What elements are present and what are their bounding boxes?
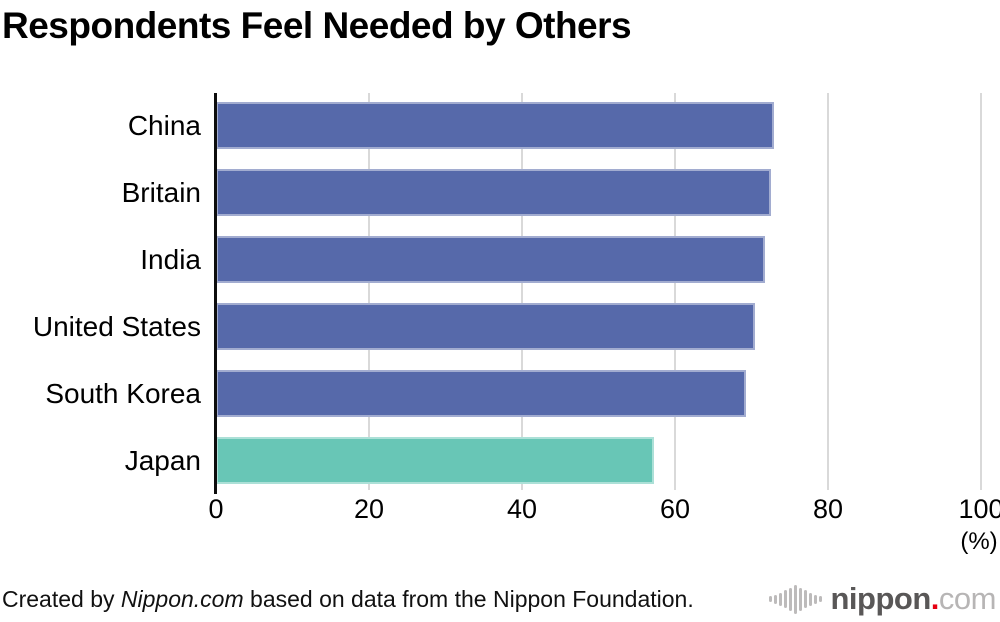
bar-japan <box>216 437 654 484</box>
x-tick-label-0: 0 <box>208 494 224 524</box>
category-label-japan: Japan <box>124 445 201 476</box>
chart-title: Respondents Feel Needed by Others <box>2 5 632 46</box>
bar-britain <box>216 169 772 216</box>
category-label-britain: Britain <box>121 177 201 208</box>
gridline-80 <box>827 93 829 490</box>
nippon-logo-text: nippon.com <box>831 581 997 617</box>
credit-text: Created by Nippon.com based on data from… <box>2 586 694 613</box>
credit-source: Nippon.com <box>120 585 244 612</box>
bars-group <box>216 93 981 490</box>
x-tick-label-20: 20 <box>353 494 385 524</box>
credit-suffix: based on data from the Nippon Foundation… <box>243 585 694 612</box>
category-axis: China Britain India United States South Kore… <box>0 93 201 490</box>
nippon-logo: nippon.com <box>768 581 997 617</box>
bar-united-states <box>216 303 756 350</box>
category-label-china: China <box>127 110 201 141</box>
bar-china <box>216 102 775 149</box>
category-label-india: India <box>140 244 201 275</box>
gridline-100 <box>980 93 982 490</box>
category-label-south-korea: South Korea <box>45 378 201 409</box>
logo-dot: . <box>930 581 940 616</box>
x-tick-label-40: 40 <box>506 494 538 524</box>
bar-india <box>216 236 766 283</box>
x-tick-label-80: 80 <box>812 494 844 524</box>
soundwave-icon <box>768 583 822 615</box>
gridline-20 <box>368 93 370 490</box>
logo-name: nippon <box>830 581 932 616</box>
percent-unit-label: (%) <box>960 528 998 555</box>
x-tick-label-100: 100 <box>958 494 1000 524</box>
bar-south-korea <box>216 370 747 417</box>
x-tick-label-60: 60 <box>659 494 691 524</box>
logo-tld: com <box>938 581 997 616</box>
category-label-united-states: United States <box>32 311 201 342</box>
gridline-40 <box>521 93 523 490</box>
plot-area <box>216 93 982 490</box>
credit-prefix: Created by <box>2 585 121 612</box>
footer: Created by Nippon.com based on data from… <box>2 580 997 618</box>
gridline-60 <box>674 93 676 490</box>
y-axis-line <box>214 93 217 494</box>
